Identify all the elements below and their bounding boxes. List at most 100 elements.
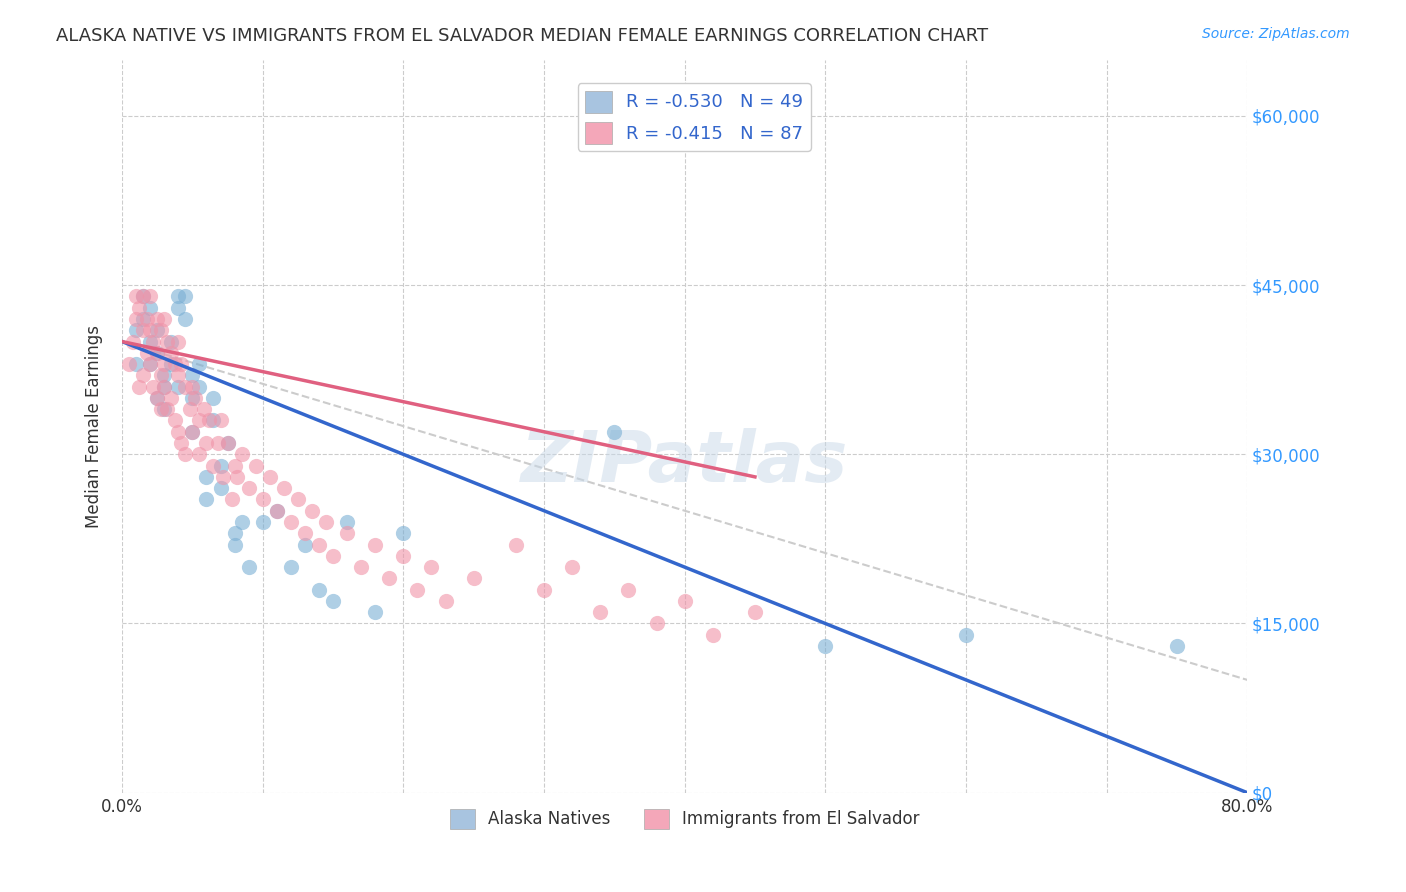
Point xyxy=(434,594,457,608)
Point xyxy=(153,312,176,326)
Point xyxy=(308,537,330,551)
Point xyxy=(179,402,201,417)
Point xyxy=(167,379,190,393)
Point xyxy=(170,357,193,371)
Point xyxy=(160,391,183,405)
Point xyxy=(702,628,724,642)
Point xyxy=(198,413,221,427)
Point xyxy=(174,447,197,461)
Point xyxy=(139,334,162,349)
Text: ALASKA NATIVE VS IMMIGRANTS FROM EL SALVADOR MEDIAN FEMALE EARNINGS CORRELATION : ALASKA NATIVE VS IMMIGRANTS FROM EL SALV… xyxy=(56,27,988,45)
Point xyxy=(322,549,344,563)
Point xyxy=(195,492,218,507)
Point xyxy=(181,368,204,383)
Point xyxy=(165,357,187,371)
Point xyxy=(308,582,330,597)
Point xyxy=(174,289,197,303)
Point xyxy=(128,301,150,315)
Point xyxy=(132,368,155,383)
Point xyxy=(645,616,668,631)
Point xyxy=(170,436,193,450)
Point xyxy=(139,289,162,303)
Point xyxy=(165,413,187,427)
Point xyxy=(146,391,169,405)
Point xyxy=(209,458,232,473)
Point xyxy=(252,492,274,507)
Point xyxy=(195,470,218,484)
Point xyxy=(136,346,159,360)
Point xyxy=(224,537,246,551)
Point xyxy=(603,425,626,439)
Point xyxy=(1166,639,1188,653)
Point xyxy=(392,549,415,563)
Point xyxy=(132,289,155,303)
Point xyxy=(226,470,249,484)
Point xyxy=(336,526,359,541)
Point xyxy=(364,537,387,551)
Point xyxy=(202,458,225,473)
Point xyxy=(259,470,281,484)
Point xyxy=(315,515,337,529)
Point xyxy=(336,515,359,529)
Point xyxy=(125,289,148,303)
Text: ZIPatlas: ZIPatlas xyxy=(522,428,848,497)
Point xyxy=(132,289,155,303)
Point xyxy=(392,526,415,541)
Point xyxy=(139,301,162,315)
Point xyxy=(146,346,169,360)
Point xyxy=(188,447,211,461)
Point xyxy=(266,504,288,518)
Point xyxy=(252,515,274,529)
Point xyxy=(167,368,190,383)
Point xyxy=(202,413,225,427)
Point xyxy=(561,560,583,574)
Point xyxy=(156,334,179,349)
Point xyxy=(195,436,218,450)
Point xyxy=(122,334,145,349)
Point xyxy=(617,582,640,597)
Legend: Alaska Natives, Immigrants from El Salvador: Alaska Natives, Immigrants from El Salva… xyxy=(443,802,927,836)
Point xyxy=(224,458,246,473)
Point xyxy=(139,323,162,337)
Point xyxy=(150,323,173,337)
Point xyxy=(132,312,155,326)
Point xyxy=(181,379,204,393)
Point xyxy=(406,582,429,597)
Point xyxy=(188,357,211,371)
Point xyxy=(744,605,766,619)
Point xyxy=(505,537,527,551)
Point xyxy=(174,312,197,326)
Point xyxy=(350,560,373,574)
Point xyxy=(188,413,211,427)
Point xyxy=(153,368,176,383)
Point xyxy=(202,391,225,405)
Point xyxy=(217,436,239,450)
Point xyxy=(139,357,162,371)
Point xyxy=(294,526,316,541)
Point xyxy=(280,515,302,529)
Point xyxy=(160,334,183,349)
Point xyxy=(167,289,190,303)
Point xyxy=(280,560,302,574)
Point xyxy=(184,391,207,405)
Point xyxy=(181,425,204,439)
Point xyxy=(153,402,176,417)
Point xyxy=(221,492,243,507)
Point xyxy=(125,323,148,337)
Point xyxy=(146,312,169,326)
Point xyxy=(217,436,239,450)
Point xyxy=(150,368,173,383)
Point xyxy=(128,379,150,393)
Point xyxy=(160,357,183,371)
Point xyxy=(150,402,173,417)
Point xyxy=(463,571,485,585)
Point xyxy=(231,515,253,529)
Point xyxy=(167,334,190,349)
Point xyxy=(139,357,162,371)
Point xyxy=(266,504,288,518)
Point xyxy=(181,391,204,405)
Point xyxy=(146,323,169,337)
Point xyxy=(125,312,148,326)
Point xyxy=(533,582,555,597)
Point xyxy=(589,605,612,619)
